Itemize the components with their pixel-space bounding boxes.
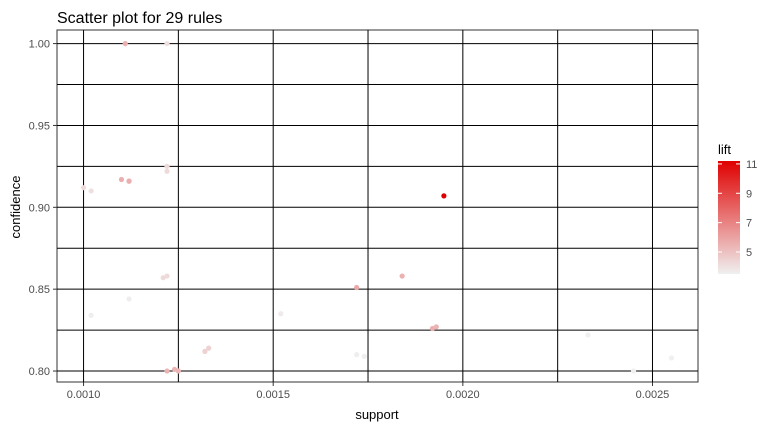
- data-point: [80, 185, 87, 191]
- data-point: [202, 348, 208, 354]
- y-tick-label: 0.80: [29, 366, 50, 378]
- x-axis-title: support: [355, 407, 399, 422]
- data-point: [399, 273, 405, 279]
- data-point: [206, 345, 212, 351]
- data-point: [585, 332, 591, 338]
- data-point: [88, 312, 94, 318]
- legend-title: lift: [718, 142, 731, 157]
- data-point: [433, 324, 439, 330]
- legend-tick-label: 9: [746, 188, 752, 200]
- data-point: [164, 168, 170, 174]
- data-point: [164, 163, 170, 169]
- x-axis-ticks: 0.0010 0.0015 0.0020 0.0025: [67, 382, 670, 401]
- legend-tick-label: 11: [746, 159, 757, 171]
- x-tick-label: 0.0010: [67, 389, 101, 401]
- x-tick-label: 0.0015: [256, 389, 290, 401]
- legend-tick-label: 5: [746, 247, 752, 259]
- y-axis-ticks: 0.80 0.85 0.90 0.95 1.00: [29, 39, 57, 378]
- y-tick-label: 0.90: [29, 202, 50, 214]
- data-point: [354, 284, 360, 291]
- data-point: [118, 176, 125, 183]
- data-point: [164, 273, 170, 279]
- data-point: [175, 368, 181, 374]
- legend-colorbar: [718, 161, 740, 274]
- data-point: [164, 368, 170, 374]
- data-point: [164, 40, 170, 47]
- lift-legend: lift 5 7 9 11: [718, 142, 757, 274]
- data-point: [441, 193, 447, 199]
- x-tick-label: 0.0020: [446, 389, 480, 401]
- x-tick-label: 0.0025: [636, 389, 670, 401]
- legend-tick-label: 7: [746, 218, 752, 230]
- data-point: [122, 40, 128, 47]
- y-tick-label: 0.95: [29, 120, 50, 132]
- data-points: [80, 40, 675, 374]
- data-point: [668, 355, 675, 361]
- data-point: [278, 311, 284, 317]
- chart-title: Scatter plot for 29 rules: [57, 10, 222, 27]
- y-tick-label: 0.85: [29, 284, 50, 296]
- data-point: [126, 178, 132, 184]
- data-point: [126, 296, 132, 302]
- data-point: [88, 188, 94, 194]
- data-point: [361, 353, 367, 359]
- data-point: [630, 368, 637, 374]
- plot-panel: [56, 29, 699, 383]
- y-axis-title: confidence: [8, 176, 23, 239]
- y-tick-label: 1.00: [29, 39, 50, 51]
- data-point: [354, 352, 360, 358]
- grid-lines: [57, 30, 698, 382]
- legend-ticks: 5 7 9 11: [718, 159, 757, 259]
